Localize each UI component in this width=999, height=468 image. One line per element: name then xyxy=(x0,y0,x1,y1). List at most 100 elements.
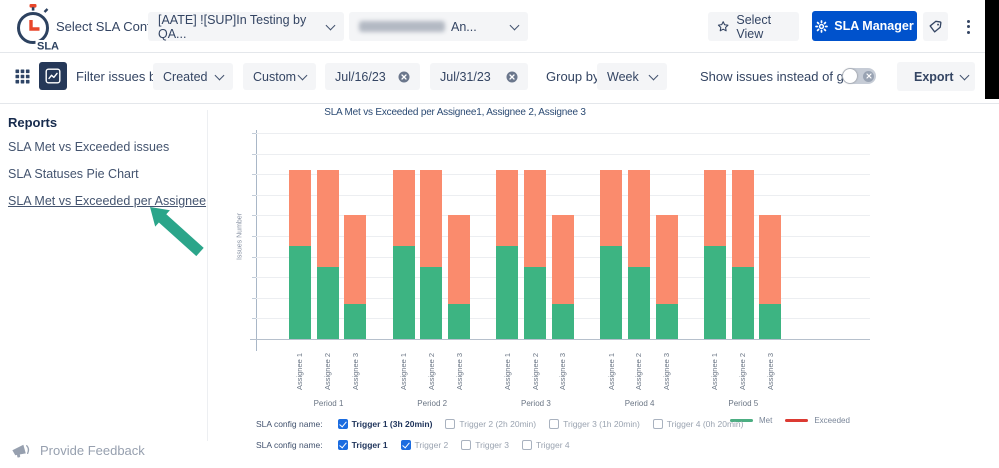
y-axis-tick xyxy=(252,256,256,258)
sidebar-item-report-3[interactable]: SLA Met vs Exceeded per Assignee xyxy=(8,194,207,208)
trigger-checkbox-option[interactable]: Trigger 4 xyxy=(521,440,570,450)
checkbox-unchecked-icon[interactable] xyxy=(652,419,663,429)
checkbox-checked-icon[interactable] xyxy=(400,440,411,450)
stacked-bar-period2-assignee2[interactable] xyxy=(420,170,443,339)
y-axis-tick xyxy=(252,318,256,320)
toggle-off-icon xyxy=(863,70,874,82)
x-group-label-period: Period 3 xyxy=(520,399,551,408)
checkbox-unchecked-icon[interactable] xyxy=(445,419,456,429)
bar-segment-exceeded xyxy=(344,215,367,304)
legend-label: Met xyxy=(759,416,773,425)
tag-button[interactable] xyxy=(923,12,948,41)
bar-segment-exceeded xyxy=(496,170,519,247)
stacked-bar-period1-assignee2[interactable] xyxy=(316,170,339,339)
trigger-option-label: Trigger 2 xyxy=(414,440,449,450)
grid-icon xyxy=(15,69,29,83)
x-tick-label-assignee: Assignee 3 xyxy=(662,352,672,390)
stacked-bar-period4-assignee3[interactable] xyxy=(655,215,678,339)
stacked-bar-chart: Issues Number Assignee 1 Assignee 2 Assign… xyxy=(237,130,870,408)
checkbox-unchecked-icon[interactable] xyxy=(521,440,532,450)
screenshot-edge-artifact xyxy=(985,0,999,99)
bar-segment-met xyxy=(316,266,339,339)
provide-feedback-button[interactable]: Provide Feedback xyxy=(10,441,145,459)
stacked-bar-period3-assignee2[interactable] xyxy=(524,170,547,339)
sla-config-dropdown-2-suffix: An... xyxy=(451,19,477,34)
sla-manager-button[interactable]: SLA Manager xyxy=(812,11,917,41)
x-tick-label-assignee: Assignee 2 xyxy=(323,352,333,390)
x-tick-label-assignee: Assignee 1 xyxy=(295,352,305,390)
x-tick-label-assignee: Assignee 1 xyxy=(502,352,512,390)
sla-config-dropdown[interactable]: [AATE] ![SUP]In Testing by QA... xyxy=(148,12,344,41)
trigger-checkbox-option[interactable]: Trigger 3 xyxy=(461,440,509,450)
legend-line-icon xyxy=(730,419,753,422)
date-from-chip[interactable]: Jul/16/23 xyxy=(325,63,420,90)
chart-view-button[interactable] xyxy=(39,62,67,90)
sla-config-dropdown-2[interactable]: An... xyxy=(349,12,528,41)
more-options-button[interactable] xyxy=(958,12,978,41)
checkbox-checked-icon[interactable] xyxy=(337,419,348,429)
filter-field-value: Created xyxy=(163,69,208,84)
bar-segment-met xyxy=(524,266,547,339)
stacked-bar-period2-assignee1[interactable] xyxy=(392,170,415,339)
y-axis-tick xyxy=(252,133,256,134)
stacked-bar-period5-assignee3[interactable] xyxy=(759,215,782,339)
checkbox-unchecked-icon[interactable] xyxy=(461,440,472,450)
stacked-bar-period1-assignee1[interactable] xyxy=(289,170,311,339)
sla-config-name-label: SLA config name: xyxy=(256,419,323,429)
export-button[interactable]: Export xyxy=(897,62,975,91)
filter-field-dropdown[interactable]: Created xyxy=(153,63,233,90)
chart-gridline xyxy=(256,153,870,155)
x-tick-label-assignee: Assignee 1 xyxy=(710,352,720,390)
stacked-bar-period3-assignee1[interactable] xyxy=(496,170,519,339)
sla-config-filter-row-1: SLA config name: Trigger 1 (3h 20min) Trig… xyxy=(256,419,743,429)
bar-segment-met xyxy=(344,303,367,339)
bar-segment-exceeded xyxy=(524,170,547,267)
trigger-checkbox-option[interactable]: Trigger 3 (1h 20min) xyxy=(549,419,640,429)
sla-app-logo: SLA xyxy=(17,4,61,52)
date-range-dropdown[interactable]: Custom xyxy=(243,63,316,90)
bar-segment-met xyxy=(731,266,754,339)
show-issues-toggle[interactable] xyxy=(842,68,876,84)
stacked-bar-period5-assignee1[interactable] xyxy=(703,170,726,339)
provide-feedback-label: Provide Feedback xyxy=(40,442,145,458)
reports-heading: Reports xyxy=(8,115,58,130)
trigger-checkbox-option[interactable]: Trigger 4 (0h 20min) xyxy=(652,419,743,429)
group-by-value: Week xyxy=(607,69,639,84)
trigger-checkbox-option[interactable]: Trigger 1 xyxy=(337,440,388,450)
chart-gridline xyxy=(256,133,870,134)
x-group-label-period: Period 2 xyxy=(417,399,448,408)
select-view-button[interactable]: Select View xyxy=(708,12,799,41)
bar-segment-exceeded xyxy=(655,215,678,304)
stacked-bar-period4-assignee2[interactable] xyxy=(627,170,650,339)
stacked-bar-period2-assignee3[interactable] xyxy=(448,215,471,339)
bar-segment-exceeded xyxy=(703,170,726,247)
trigger-option-label: Trigger 3 xyxy=(475,440,509,450)
redacted-config-name xyxy=(359,21,445,32)
trigger-checkbox-option[interactable]: Trigger 2 (2h 20min) xyxy=(445,419,536,429)
gear-icon xyxy=(815,19,829,33)
checkbox-unchecked-icon[interactable] xyxy=(549,419,560,429)
grid-view-button[interactable] xyxy=(8,62,36,90)
x-tick-label-assignee: Assignee 2 xyxy=(634,352,644,390)
stacked-bar-period1-assignee3[interactable] xyxy=(344,215,367,339)
sidebar-item-report-2[interactable]: SLA Statuses Pie Chart xyxy=(8,167,139,181)
sidebar-item-report-1[interactable]: SLA Met vs Exceeded issues xyxy=(8,140,170,154)
trigger-checkbox-option[interactable]: Trigger 1 (3h 20min) xyxy=(337,419,432,429)
bar-segment-exceeded xyxy=(448,215,471,304)
stacked-bar-period3-assignee3[interactable] xyxy=(551,215,574,339)
date-to-chip[interactable]: Jul/31/23 xyxy=(430,63,528,90)
x-tick-label-assignee: Assignee 1 xyxy=(606,352,616,390)
bar-segment-met xyxy=(759,303,782,339)
bar-segment-exceeded xyxy=(759,215,782,304)
checkbox-checked-icon[interactable] xyxy=(337,440,348,450)
stacked-bar-period5-assignee2[interactable] xyxy=(731,170,754,339)
clear-date-icon[interactable] xyxy=(506,71,518,83)
stacked-bar-period4-assignee1[interactable] xyxy=(600,170,623,339)
trigger-checkbox-option[interactable]: Trigger 2 xyxy=(400,440,449,450)
group-by-dropdown[interactable]: Week xyxy=(597,63,667,90)
bar-segment-exceeded xyxy=(627,170,650,267)
y-axis-tick xyxy=(252,215,256,217)
clear-date-icon[interactable] xyxy=(398,71,410,83)
x-group-label-period: Period 4 xyxy=(624,399,655,408)
bar-segment-met xyxy=(448,303,471,339)
